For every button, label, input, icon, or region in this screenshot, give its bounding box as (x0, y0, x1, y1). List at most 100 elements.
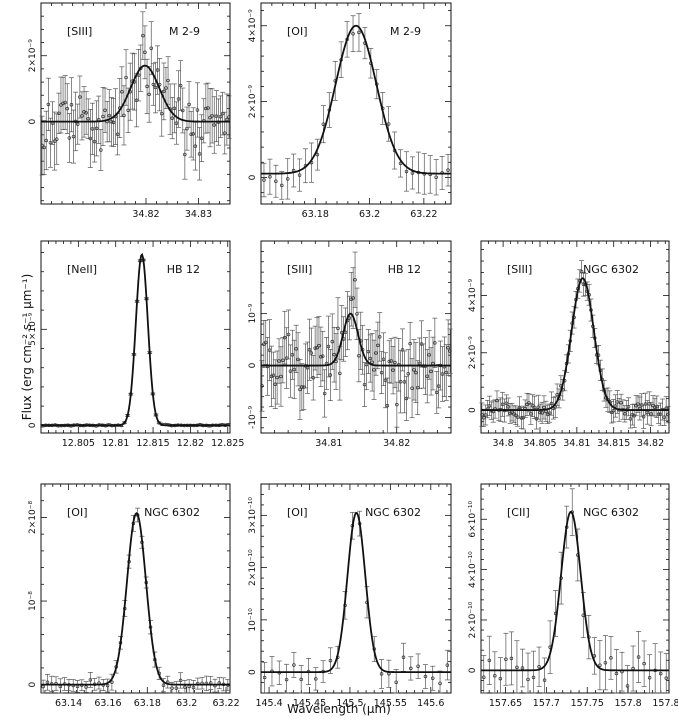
data-point (322, 391, 327, 396)
data-point (515, 665, 519, 670)
y-tick-label: 6×10⁻¹⁰ (468, 501, 478, 538)
data-point (149, 46, 154, 50)
data-point (204, 106, 208, 111)
data-point (376, 343, 380, 348)
data-point (302, 385, 306, 389)
data-point (531, 675, 536, 680)
fit-curve (41, 64, 230, 123)
data-point (394, 680, 398, 684)
data-point (374, 351, 378, 355)
data-point (427, 353, 431, 357)
data-point (63, 100, 67, 105)
object-label: NGC 6302 (583, 263, 639, 276)
data-point (538, 410, 542, 415)
data-point (300, 385, 304, 389)
data-point (69, 103, 74, 107)
data-point (434, 175, 438, 179)
data-point (54, 137, 59, 141)
data-point (547, 411, 552, 415)
fit-curve (261, 24, 451, 175)
data-point (170, 686, 174, 690)
data-point (307, 347, 312, 352)
data-point (274, 179, 278, 183)
data-point (143, 50, 147, 55)
data-point (170, 116, 175, 120)
data-point (338, 371, 342, 376)
data-point (623, 412, 627, 416)
data-point (223, 131, 227, 135)
data-point (395, 402, 399, 407)
data-point (294, 347, 298, 351)
data-point (636, 655, 641, 659)
x-tick-label: 63.22 (410, 209, 437, 220)
y-tick-label: 10⁻¹⁰ (248, 608, 258, 632)
object-label: NGC 6302 (144, 506, 200, 519)
data-point (147, 92, 151, 97)
data-point (379, 370, 384, 375)
data-point (385, 403, 390, 408)
data-point (174, 121, 179, 125)
data-point (662, 415, 667, 419)
data-point (227, 115, 231, 119)
data-point (387, 359, 392, 364)
data-point (109, 119, 114, 124)
data-point (65, 106, 69, 111)
data-point (355, 312, 359, 316)
data-point (67, 136, 72, 140)
data-point (160, 111, 164, 116)
data-point (656, 412, 661, 417)
y-tick-label: -10⁻⁹ (248, 406, 258, 429)
data-point (110, 680, 114, 684)
y-tick-label: 0 (28, 118, 38, 124)
data-point (448, 349, 452, 353)
y-tick-label: 2×10⁻⁹ (248, 85, 258, 118)
data-point (366, 349, 371, 354)
x-tick-label: 34.81 (563, 438, 590, 449)
x-tick-label: 63.18 (302, 209, 329, 220)
data-point (292, 367, 297, 372)
data-point (315, 152, 320, 157)
data-point (189, 132, 193, 137)
data-point (75, 122, 80, 126)
data-point (542, 405, 546, 410)
data-point (482, 675, 486, 679)
data-point (351, 31, 355, 36)
data-point (267, 348, 272, 352)
data-point (52, 139, 57, 143)
panel-7: 145.4 145.45 145.5 145.55 145.6 0 10⁻¹⁰ 2×10⁻¹⁰… (248, 483, 452, 709)
panel-6: 63.14 63.16 63.18 63.2 63.22 0 10⁻⁸ 2×10⁻⁸ [OI] N… (28, 483, 240, 709)
y-tick-label: 0 (248, 669, 258, 675)
data-point (122, 113, 126, 118)
data-point (281, 358, 285, 362)
data-point (178, 678, 183, 683)
data-point (487, 658, 492, 663)
data-point (183, 685, 187, 689)
data-point (280, 183, 284, 188)
data-point (446, 345, 450, 350)
data-point (401, 655, 406, 660)
x-tick-label: 63.2 (359, 209, 380, 220)
data-point (44, 138, 48, 143)
data-point (412, 368, 416, 372)
x-tick-label: 12.81 (102, 438, 129, 449)
data-point (357, 353, 361, 358)
x-tick-label: 145.4 (255, 698, 282, 709)
y-tick-label: 3×10⁻¹⁰ (248, 497, 258, 534)
data-point (197, 152, 202, 156)
data-point (642, 661, 646, 666)
y-tick-label: 4×10⁻¹⁰ (468, 551, 478, 588)
data-point (88, 136, 93, 141)
data-point (408, 341, 412, 346)
y-tick-label: 10⁻⁸ (28, 591, 38, 611)
data-point (353, 277, 357, 282)
data-point (402, 380, 407, 384)
object-label: NGC 6302 (365, 506, 421, 519)
data-point (383, 378, 388, 382)
data-point (268, 174, 272, 179)
x-tick-label: 63.14 (55, 698, 82, 709)
line-label: [OI] (287, 25, 308, 38)
y-tick-label: 2×10⁻⁹ (468, 336, 478, 369)
data-point (284, 356, 289, 360)
panel-frame (480, 240, 670, 434)
data-point (174, 686, 179, 690)
